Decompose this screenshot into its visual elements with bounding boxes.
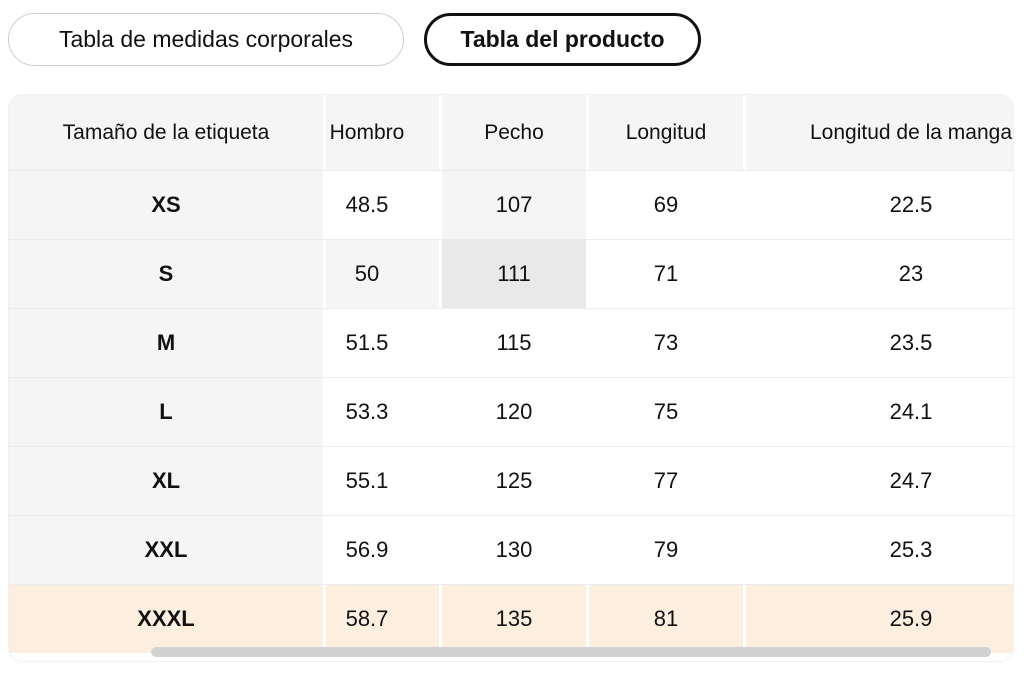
value-cell-xs-chest[interactable]: 107	[442, 171, 589, 239]
table-header-row: Tamaño de la etiqueta Hombro Pecho Longi…	[9, 95, 1013, 170]
value-cell-xxl-sleeve[interactable]: 25.3	[746, 516, 1013, 584]
size-label-cell: XXL	[9, 516, 326, 584]
table-row-s: S 50 111 71 23	[9, 239, 1013, 308]
value-cell-xxxl-sleeve[interactable]: 25.9	[746, 585, 1013, 653]
value-cell-xxxl-chest[interactable]: 135	[442, 585, 589, 653]
value-cell-m-chest[interactable]: 115	[442, 309, 589, 377]
table-row-xxxl-highlighted: XXXL 58.7 135 81 25.9	[9, 584, 1013, 653]
size-chart-tabs: Tabla de medidas corporales Tabla del pr…	[0, 0, 1032, 66]
table-row-xxl: XXL 56.9 130 79 25.3	[9, 515, 1013, 584]
value-cell-m-sleeve[interactable]: 23.5	[746, 309, 1013, 377]
value-cell-l-chest[interactable]: 120	[442, 378, 589, 446]
size-label-cell: XXXL	[9, 585, 326, 653]
value-cell-s-chest-selected[interactable]: 111	[442, 240, 589, 308]
size-label-cell: M	[9, 309, 326, 377]
size-table-scroll[interactable]: Tamaño de la etiqueta Hombro Pecho Longi…	[9, 95, 1013, 653]
header-cell-length: Longitud	[589, 95, 746, 170]
value-cell-xl-length[interactable]: 77	[589, 447, 746, 515]
value-cell-xs-length[interactable]: 69	[589, 171, 746, 239]
value-cell-xl-sleeve[interactable]: 24.7	[746, 447, 1013, 515]
value-cell-m-length[interactable]: 73	[589, 309, 746, 377]
header-cell-chest: Pecho	[442, 95, 589, 170]
table-row-xl: XL 55.1 125 77 24.7	[9, 446, 1013, 515]
value-cell-xs-sleeve[interactable]: 22.5	[746, 171, 1013, 239]
value-cell-l-sleeve[interactable]: 24.1	[746, 378, 1013, 446]
table-row-l: L 53.3 120 75 24.1	[9, 377, 1013, 446]
table-row-m: M 51.5 115 73 23.5	[9, 308, 1013, 377]
size-label-cell: XS	[9, 171, 326, 239]
table-row-xs: XS 48.5 107 69 22.5	[9, 170, 1013, 239]
value-cell-l-length[interactable]: 75	[589, 378, 746, 446]
horizontal-scrollbar-thumb[interactable]	[151, 647, 991, 657]
tab-body-measurements[interactable]: Tabla de medidas corporales	[8, 13, 404, 66]
size-label-cell: S	[9, 240, 326, 308]
value-cell-xxl-chest[interactable]: 130	[442, 516, 589, 584]
tab-product-table-label: Tabla del producto	[460, 26, 665, 52]
header-cell-sleeve-length: Longitud de la manga	[746, 95, 1013, 170]
size-label-cell: XL	[9, 447, 326, 515]
tab-product-table[interactable]: Tabla del producto	[424, 13, 701, 66]
size-table-card: Tamaño de la etiqueta Hombro Pecho Longi…	[8, 94, 1014, 662]
value-cell-s-length[interactable]: 71	[589, 240, 746, 308]
size-label-cell: L	[9, 378, 326, 446]
header-cell-label-size: Tamaño de la etiqueta	[9, 95, 326, 170]
value-cell-xxl-length[interactable]: 79	[589, 516, 746, 584]
tab-body-measurements-label: Tabla de medidas corporales	[58, 26, 354, 52]
value-cell-s-sleeve[interactable]: 23	[746, 240, 1013, 308]
value-cell-xl-chest[interactable]: 125	[442, 447, 589, 515]
value-cell-xxxl-length[interactable]: 81	[589, 585, 746, 653]
size-table: Tamaño de la etiqueta Hombro Pecho Longi…	[9, 95, 1013, 653]
